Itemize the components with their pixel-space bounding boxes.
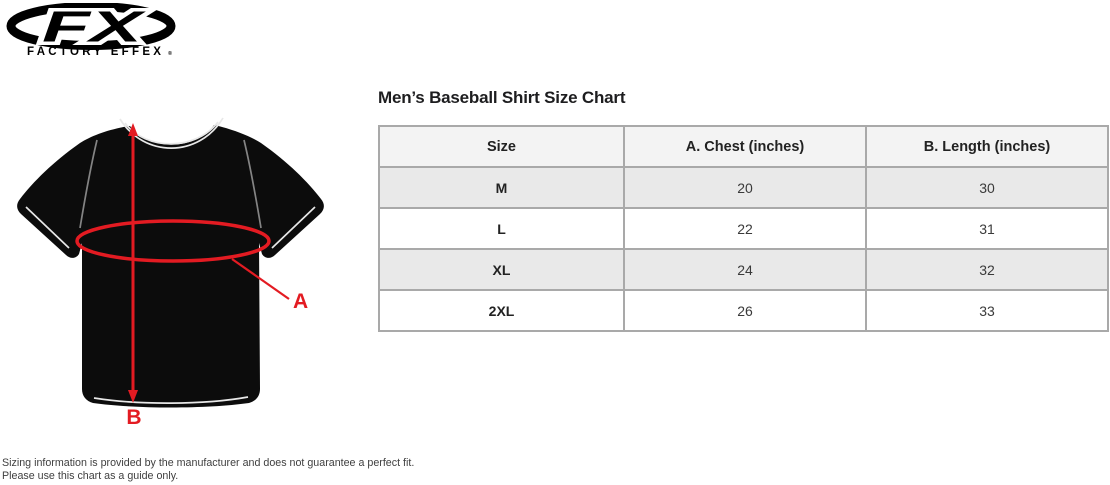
arrow-down-icon [128,390,138,403]
tshirt-silhouette [17,125,324,408]
length-cell: 30 [865,166,1109,209]
label-b: B [126,406,141,429]
table-row: XL 24 32 [378,248,1109,291]
fx-logo-oval [6,2,176,50]
chest-cell: 24 [623,248,867,291]
sizing-disclaimer: Sizing information is provided by the ma… [2,457,414,483]
arrow-up-icon [128,123,138,136]
measurement-annotations: A B [75,123,308,429]
length-cell: 32 [865,248,1109,291]
brand-text: FACTORY EFFEX [27,46,164,58]
tshirt-measurement-diagram: A B [8,93,333,441]
disclaimer-line-1: Sizing information is provided by the ma… [2,457,415,469]
table-row: M 20 30 [378,166,1109,209]
chest-callout-line [231,258,290,300]
size-cell: M [378,166,625,209]
size-chart-section: Men’s Baseball Shirt Size Chart Size A. … [378,88,1109,332]
disclaimer-line-2: Please use this chart as a guide only. [2,470,179,482]
column-header-size: Size [378,125,625,168]
length-cell: 33 [865,289,1109,332]
page-title: Men’s Baseball Shirt Size Chart [378,88,626,107]
size-cell: 2XL [378,289,625,332]
label-a: A [293,290,308,313]
chest-measure-ellipse [75,219,271,263]
fx-logo-icon: FX FACTORY EFFEX ® [6,0,176,58]
factory-effex-logo: FX FACTORY EFFEX ® [5,0,177,59]
fx-logo-text: FX [42,3,147,52]
shirt-seam-lines [25,117,316,404]
size-cell: L [378,207,625,250]
size-cell: XL [378,248,625,291]
column-header-chest: A. Chest (inches) [623,125,867,168]
tshirt-diagram: A B [17,117,324,429]
column-header-length: B. Length (inches) [865,125,1109,168]
table-row: 2XL 26 33 [378,289,1109,332]
chest-cell: 22 [623,207,867,250]
table-row: L 22 31 [378,207,1109,250]
length-cell: 31 [865,207,1109,250]
size-chart-table: Size A. Chest (inches) B. Length (inches… [378,125,1109,332]
table-header-row: Size A. Chest (inches) B. Length (inches… [378,125,1109,168]
chest-cell: 26 [623,289,867,332]
registered-mark: ® [168,50,172,57]
chest-cell: 20 [623,166,867,209]
